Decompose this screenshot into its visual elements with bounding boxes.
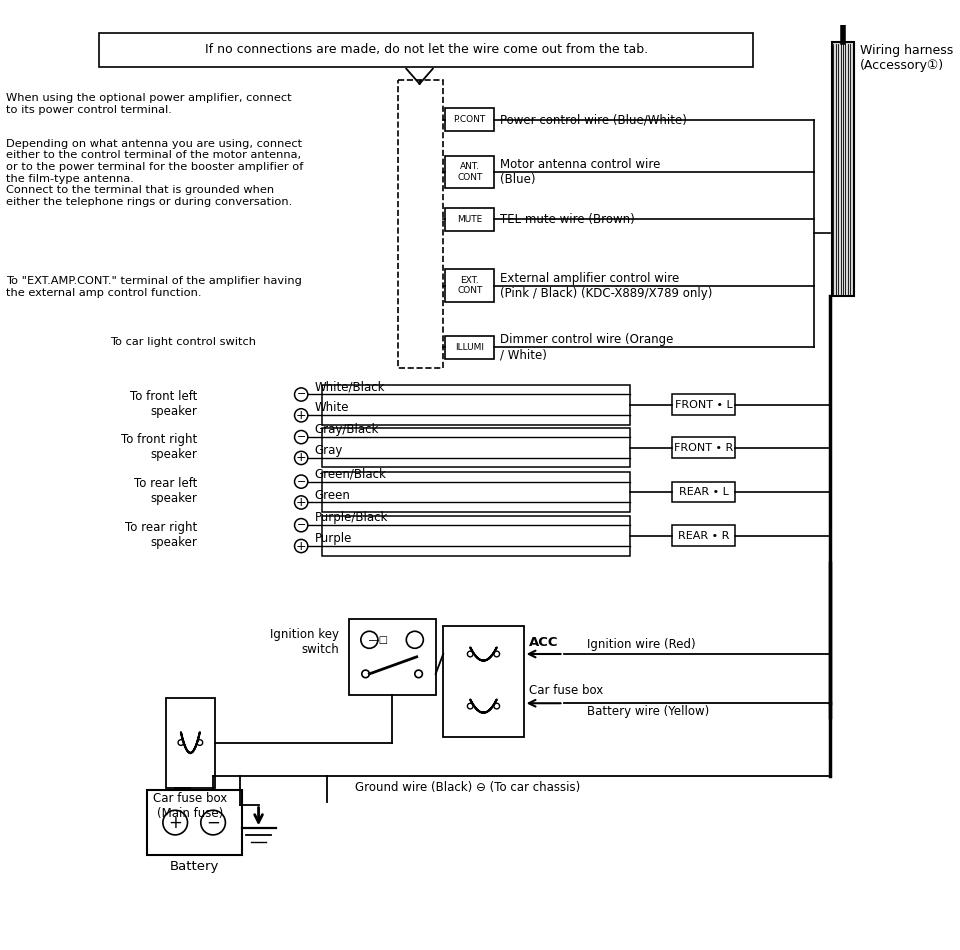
Bar	[445, 108, 494, 131]
Text: −: −	[297, 390, 306, 400]
Circle shape	[295, 475, 308, 488]
Text: +: +	[296, 540, 306, 553]
Circle shape	[468, 703, 473, 709]
Text: To rear right
speaker: To rear right speaker	[125, 521, 197, 549]
Text: +: +	[296, 451, 306, 465]
Circle shape	[163, 810, 187, 835]
Text: FRONT • L: FRONT • L	[675, 400, 732, 409]
Text: External amplifier control wire
(Pink / Black) (KDC-X889/X789 only): External amplifier control wire (Pink / …	[500, 272, 712, 299]
Bar	[322, 516, 630, 556]
Text: P.CONT: P.CONT	[454, 115, 486, 124]
Text: −: −	[297, 477, 306, 486]
Text: Purple/Black: Purple/Black	[315, 511, 388, 524]
Bar	[672, 482, 735, 503]
Circle shape	[295, 451, 308, 465]
Text: Power control wire (Blue/White): Power control wire (Blue/White)	[500, 113, 687, 126]
Text: Motor antenna control wire
(Blue): Motor antenna control wire (Blue)	[500, 158, 660, 186]
Text: Gray/Black: Gray/Black	[315, 423, 379, 436]
Circle shape	[295, 430, 308, 444]
Circle shape	[361, 631, 378, 648]
Text: To "EXT.AMP.CONT." terminal of the amplifier having
the external amp control fun: To "EXT.AMP.CONT." terminal of the ampli…	[6, 276, 301, 297]
Text: Purple: Purple	[315, 532, 351, 545]
Text: REAR • L: REAR • L	[679, 487, 729, 497]
Circle shape	[415, 670, 422, 677]
Bar	[445, 270, 494, 302]
Bar	[444, 626, 524, 737]
Bar	[672, 525, 735, 546]
Text: Depending on what antenna you are using, connect
either to the control terminal : Depending on what antenna you are using,…	[6, 139, 303, 207]
Text: Ignition key
switch: Ignition key switch	[270, 629, 339, 656]
Circle shape	[295, 388, 308, 401]
Text: Green/Black: Green/Black	[315, 467, 386, 481]
Text: ACC: ACC	[529, 636, 559, 649]
Text: +: +	[296, 408, 306, 422]
Circle shape	[295, 408, 308, 422]
Text: ANT.
CONT: ANT. CONT	[457, 162, 483, 181]
Circle shape	[493, 703, 499, 709]
Bar	[322, 385, 630, 425]
Circle shape	[493, 651, 499, 656]
Text: Battery wire (Yellow): Battery wire (Yellow)	[588, 705, 709, 718]
Text: Battery: Battery	[170, 861, 219, 873]
Text: −: −	[206, 813, 220, 831]
Circle shape	[295, 496, 308, 509]
Bar	[397, 80, 444, 368]
Circle shape	[201, 810, 226, 835]
Circle shape	[362, 670, 370, 677]
Circle shape	[178, 740, 183, 746]
Circle shape	[295, 540, 308, 553]
Text: Ground wire (Black) ⊖ (To car chassis): Ground wire (Black) ⊖ (To car chassis)	[355, 781, 581, 794]
Text: To car light control switch: To car light control switch	[109, 337, 255, 348]
Bar	[322, 472, 630, 512]
Text: To rear left
speaker: To rear left speaker	[133, 477, 197, 505]
Bar	[445, 208, 494, 231]
Text: +: +	[296, 496, 306, 509]
Text: To front left
speaker: To front left speaker	[130, 390, 197, 418]
Text: To front right
speaker: To front right speaker	[121, 432, 197, 461]
Text: TEL mute wire (Brown): TEL mute wire (Brown)	[500, 213, 635, 226]
Circle shape	[295, 519, 308, 532]
Bar	[166, 697, 215, 788]
Bar	[147, 790, 242, 855]
Text: Wiring harness: Wiring harness	[860, 44, 953, 57]
Text: REAR • R: REAR • R	[678, 531, 730, 541]
Text: +: +	[168, 813, 182, 831]
Text: White: White	[315, 402, 348, 414]
Text: White/Black: White/Black	[315, 381, 385, 393]
Bar	[672, 437, 735, 458]
Bar	[100, 32, 753, 66]
Circle shape	[406, 631, 423, 648]
Text: FRONT • R: FRONT • R	[674, 443, 733, 452]
Text: When using the optional power amplifier, connect
to its power control terminal.: When using the optional power amplifier,…	[6, 93, 291, 115]
Bar	[445, 335, 494, 358]
Text: ―□: ―□	[370, 635, 389, 645]
Bar	[348, 619, 436, 694]
Text: Green: Green	[315, 488, 350, 502]
Text: ILLUMI: ILLUMI	[455, 343, 484, 352]
Text: Ignition wire (Red): Ignition wire (Red)	[588, 638, 696, 651]
Text: (Accessory①): (Accessory①)	[860, 59, 944, 72]
Text: −: −	[297, 432, 306, 442]
Text: Car fuse box: Car fuse box	[529, 684, 604, 697]
Bar	[831, 42, 854, 296]
Bar	[672, 394, 735, 415]
Text: Dimmer control wire (Orange
/ White): Dimmer control wire (Orange / White)	[500, 333, 673, 361]
Bar	[445, 156, 494, 188]
Text: Car fuse box
(Main fuse): Car fuse box (Main fuse)	[154, 792, 228, 820]
Text: If no connections are made, do not let the wire come out from the tab.: If no connections are made, do not let t…	[204, 44, 648, 56]
Text: EXT.
CONT: EXT. CONT	[457, 276, 483, 295]
Text: MUTE: MUTE	[457, 215, 482, 224]
Text: Gray: Gray	[315, 444, 343, 457]
Text: −: −	[297, 521, 306, 530]
Circle shape	[197, 740, 203, 746]
Bar	[322, 428, 630, 467]
Circle shape	[468, 651, 473, 656]
